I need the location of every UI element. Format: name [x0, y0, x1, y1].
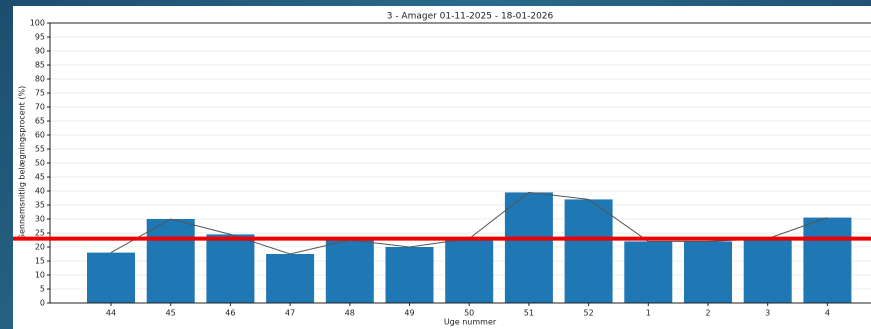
bar: [87, 252, 135, 303]
y-tick-label: 90: [35, 47, 45, 56]
x-tick-label: 47: [285, 309, 295, 318]
y-tick-label: 70: [35, 103, 45, 112]
y-tick-label: 65: [35, 117, 45, 126]
x-tick-label: 3: [765, 309, 770, 318]
y-axis-label: Gennemsnitlig belægningsprocent (%): [18, 86, 27, 240]
y-tick-label: 50: [35, 159, 45, 168]
x-tick-label: 44: [106, 309, 116, 318]
y-tick-label: 95: [35, 33, 45, 42]
x-tick-label: 52: [584, 309, 594, 318]
y-tick-label: 30: [35, 215, 45, 224]
x-tick-label: 4: [825, 309, 830, 318]
bar: [684, 241, 732, 303]
bar: [803, 217, 852, 303]
bar: [564, 199, 613, 303]
x-axis-label: Uge nummer: [444, 318, 497, 327]
x-tick-label: 46: [225, 309, 235, 318]
y-tick-label: 45: [35, 173, 45, 182]
x-tick-label: 48: [345, 309, 355, 318]
x-tick-label: 45: [166, 309, 176, 318]
bar: [266, 254, 315, 303]
y-tick-label: 20: [35, 243, 45, 252]
y-tick-label: 75: [35, 89, 45, 98]
y-tick-label: 15: [35, 257, 45, 266]
x-tick-label: 49: [404, 309, 414, 318]
bar: [743, 238, 792, 303]
bar: [385, 247, 434, 303]
bar: [504, 192, 553, 303]
bar: [624, 241, 673, 303]
x-tick-label: 51: [524, 309, 534, 318]
bar: [206, 234, 255, 303]
x-tick-label: 50: [464, 309, 474, 318]
chart-title: 3 - Amager 01-11-2025 - 18-01-2026: [387, 12, 554, 22]
y-tick-label: 80: [35, 75, 45, 84]
y-tick-label: 10: [35, 271, 45, 280]
x-tick-label: 2: [705, 309, 710, 318]
y-tick-label: 25: [35, 229, 45, 238]
y-tick-label: 85: [35, 61, 45, 70]
y-tick-label: 60: [35, 131, 45, 140]
chart-panel: [13, 6, 871, 329]
y-tick-label: 40: [35, 187, 45, 196]
x-tick-label: 1: [646, 309, 651, 318]
bar: [445, 238, 494, 303]
bar: [146, 219, 195, 303]
y-tick-label: 5: [40, 285, 45, 294]
y-tick-label: 35: [35, 201, 45, 210]
y-tick-label: 100: [30, 19, 45, 28]
y-tick-label: 55: [35, 145, 45, 154]
y-tick-label: 0: [40, 299, 45, 308]
bar: [325, 240, 374, 303]
